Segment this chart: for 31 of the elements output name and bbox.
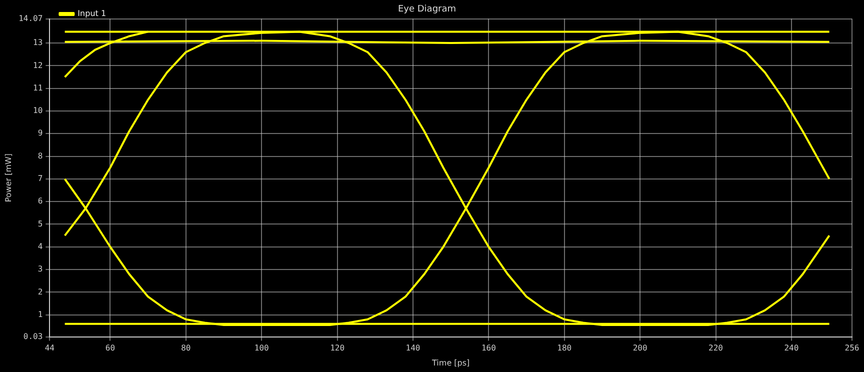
y-tick-label: 14.07	[18, 14, 43, 23]
y-tick-label: 6	[38, 196, 43, 206]
x-tick-label: 240	[784, 344, 799, 353]
y-tick-label: 11	[33, 83, 43, 92]
y-tick-label: 7	[38, 174, 43, 184]
y-tick-label: 1	[38, 310, 43, 319]
chart-title: Eye Diagram	[398, 4, 456, 15]
x-tick-label: 100	[254, 344, 270, 353]
y-tick-label: 0.03	[23, 332, 43, 341]
x-tick-label: 220	[708, 344, 724, 353]
y-tick-label: 4	[38, 242, 43, 251]
y-tick-label: 13	[33, 38, 43, 48]
x-tick-label: 44	[44, 344, 55, 353]
y-tick-label: 12	[33, 60, 43, 70]
y-tick-label: 3	[38, 264, 43, 274]
y-tick-label: 2	[38, 287, 43, 296]
y-tick-label: 8	[38, 151, 43, 160]
legend-label: Input 1	[78, 9, 106, 18]
y-tick-label: 5	[38, 219, 43, 228]
y-axis-title: Power [mW]	[4, 153, 13, 202]
x-tick-label: 80	[181, 344, 191, 353]
x-tick-label: 160	[481, 344, 496, 353]
x-tick-label: 120	[330, 344, 345, 353]
x-tick-label: 256	[844, 344, 860, 353]
y-tick-label: 10	[33, 106, 43, 116]
x-tick-label: 180	[557, 344, 572, 353]
y-tick-label: 9	[38, 128, 43, 138]
x-axis-title: Time [ps]	[431, 358, 470, 368]
x-tick-label: 200	[632, 344, 648, 353]
x-tick-label: 140	[406, 344, 420, 353]
x-tick-label: 60	[105, 344, 116, 353]
